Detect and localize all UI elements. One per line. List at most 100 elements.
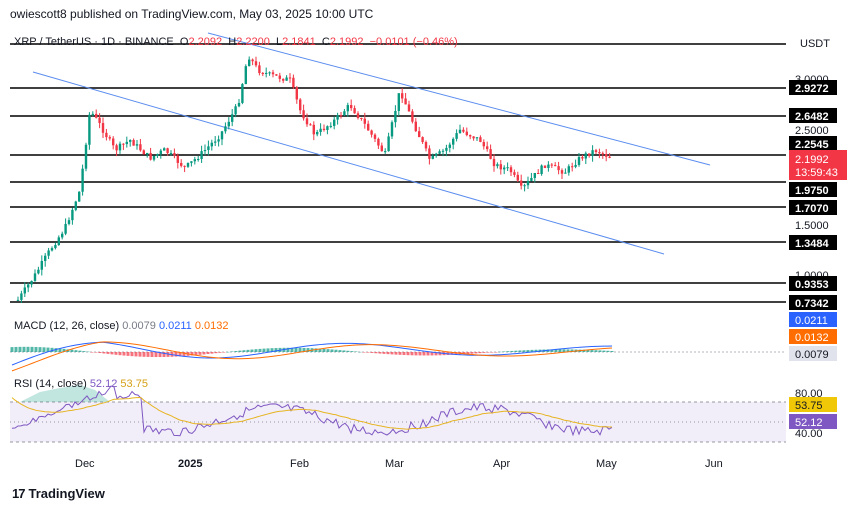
open-label: O	[179, 36, 189, 48]
macd-histogram-bar	[394, 352, 398, 355]
rsi-title[interactable]: RSI (14, close)	[14, 378, 87, 390]
macd-histogram-bar	[406, 352, 410, 356]
candle-body	[169, 153, 173, 155]
candle-body	[132, 139, 135, 146]
macd-histogram-bar	[290, 347, 294, 352]
macd-hist-value: 0.0079	[122, 320, 156, 332]
svg-text:0.0132: 0.0132	[795, 332, 829, 344]
macd-histogram-bar	[158, 352, 162, 358]
macd-histogram-bar	[526, 350, 530, 352]
candle-body	[394, 110, 397, 123]
macd-histogram-bar	[470, 352, 474, 354]
publisher-line: owiescott8 published on TradingView.com,…	[10, 7, 374, 21]
macd-histogram-bar	[322, 348, 326, 352]
candle-body	[237, 102, 241, 107]
tradingview-footer[interactable]: 17 TradingView	[12, 486, 105, 501]
candle-body	[217, 139, 220, 142]
macd-histogram-bar	[482, 352, 486, 353]
macd-histogram-bar	[238, 350, 242, 352]
candle-body	[455, 133, 458, 139]
rsi-legend[interactable]: RSI (14, close) 52.12 53.75	[14, 378, 148, 390]
time-axis[interactable]: Dec 2025 Feb Mar Apr May Jun	[75, 458, 723, 470]
candle-body	[135, 144, 139, 146]
macd-histogram-bar	[514, 350, 518, 352]
macd-histogram-bar	[294, 347, 298, 352]
macd-histogram-bar	[218, 352, 222, 353]
macd-signal-line	[11, 341, 613, 372]
symbol-name[interactable]: XRP / TetherUS · 1D · BINANCE	[14, 36, 174, 48]
macd-histogram-bar	[506, 351, 510, 352]
macd-histogram-bar	[606, 350, 610, 352]
candle-body	[214, 141, 217, 143]
macd-histogram-bar	[590, 350, 594, 352]
candle-body	[404, 98, 407, 105]
macd-histogram-bar	[42, 347, 46, 352]
candle-body	[581, 156, 584, 159]
macd-title[interactable]: MACD (12, 26, close)	[14, 320, 120, 332]
candle-body	[591, 150, 594, 156]
price-pane[interactable]	[10, 32, 786, 303]
brand-name[interactable]: TradingView	[28, 486, 105, 501]
candle-body	[84, 144, 88, 169]
macd-histogram-bar	[486, 352, 490, 353]
level-tag: 1.9750	[789, 182, 837, 197]
macd-histogram-bar	[586, 349, 590, 352]
time-axis-label: 2025	[178, 458, 202, 470]
candle-body	[88, 114, 91, 145]
candle-body	[329, 125, 332, 127]
macd-histogram-bar	[274, 348, 278, 352]
close-label: C	[321, 36, 330, 48]
macd-legend[interactable]: MACD (12, 26, close) 0.0079 0.0211 0.013…	[14, 320, 228, 332]
channel-upper-line[interactable]	[207, 32, 711, 166]
level-tag: 2.2545	[789, 136, 837, 151]
time-axis-label: Feb	[290, 458, 309, 470]
candle-body	[322, 128, 326, 130]
candle-body	[564, 172, 567, 174]
svg-text:53.75: 53.75	[795, 400, 823, 412]
tradingview-logo-icon[interactable]: 17	[12, 486, 26, 501]
descending-channel[interactable]	[32, 32, 711, 255]
candle-body	[152, 155, 156, 160]
rsi-axis-tick: 40.00	[795, 428, 823, 440]
close-value: 2.1992	[329, 36, 364, 48]
candle-body	[373, 134, 377, 139]
macd-histogram-bar	[270, 348, 274, 352]
macd-pane[interactable]	[10, 341, 786, 372]
svg-text:2.6482: 2.6482	[795, 111, 829, 123]
price-axis-label: 2.5000	[795, 125, 829, 137]
candle-body	[448, 144, 451, 148]
macd-histogram-bar	[598, 350, 602, 352]
macd-histogram-bar	[142, 352, 146, 357]
candle-body	[275, 74, 278, 76]
candle-body	[540, 165, 543, 175]
candle-body	[567, 166, 570, 173]
svg-text:2.1992: 2.1992	[795, 154, 829, 166]
candle-body	[353, 108, 356, 114]
time-axis-label: May	[596, 458, 617, 470]
high-label: H	[228, 36, 237, 48]
candle-body	[265, 72, 268, 74]
candle-body	[125, 141, 128, 145]
candle-body	[139, 144, 142, 151]
change-value: −0.0101 (−0.46%)	[369, 36, 458, 48]
price-axis[interactable]: USDT 3.0000 2.5000 1.5000 1.0000 2.9272 …	[789, 38, 847, 440]
candle-body	[91, 113, 94, 115]
rsi-pane[interactable]	[10, 385, 786, 443]
macd-histogram-bar	[246, 349, 250, 352]
level-tag: 2.6482	[789, 108, 837, 123]
candle-body	[537, 173, 540, 175]
candle-body	[200, 151, 203, 159]
macd-histogram-bar	[266, 348, 270, 352]
macd-histogram-bar	[362, 352, 366, 353]
macd-histogram-bar	[206, 352, 210, 355]
current-price-tag: 2.1992 13:59:43	[789, 150, 847, 180]
macd-histogram-bar	[58, 348, 62, 352]
channel-lower-line[interactable]	[32, 71, 665, 255]
candle-body	[588, 153, 591, 156]
candle-body	[101, 123, 105, 133]
symbol-legend[interactable]: XRP / TetherUS · 1D · BINANCE O2.2092 H2…	[14, 36, 458, 48]
macd-histogram-bar	[230, 351, 234, 352]
candle-body	[57, 237, 60, 245]
candle-body	[268, 72, 271, 74]
